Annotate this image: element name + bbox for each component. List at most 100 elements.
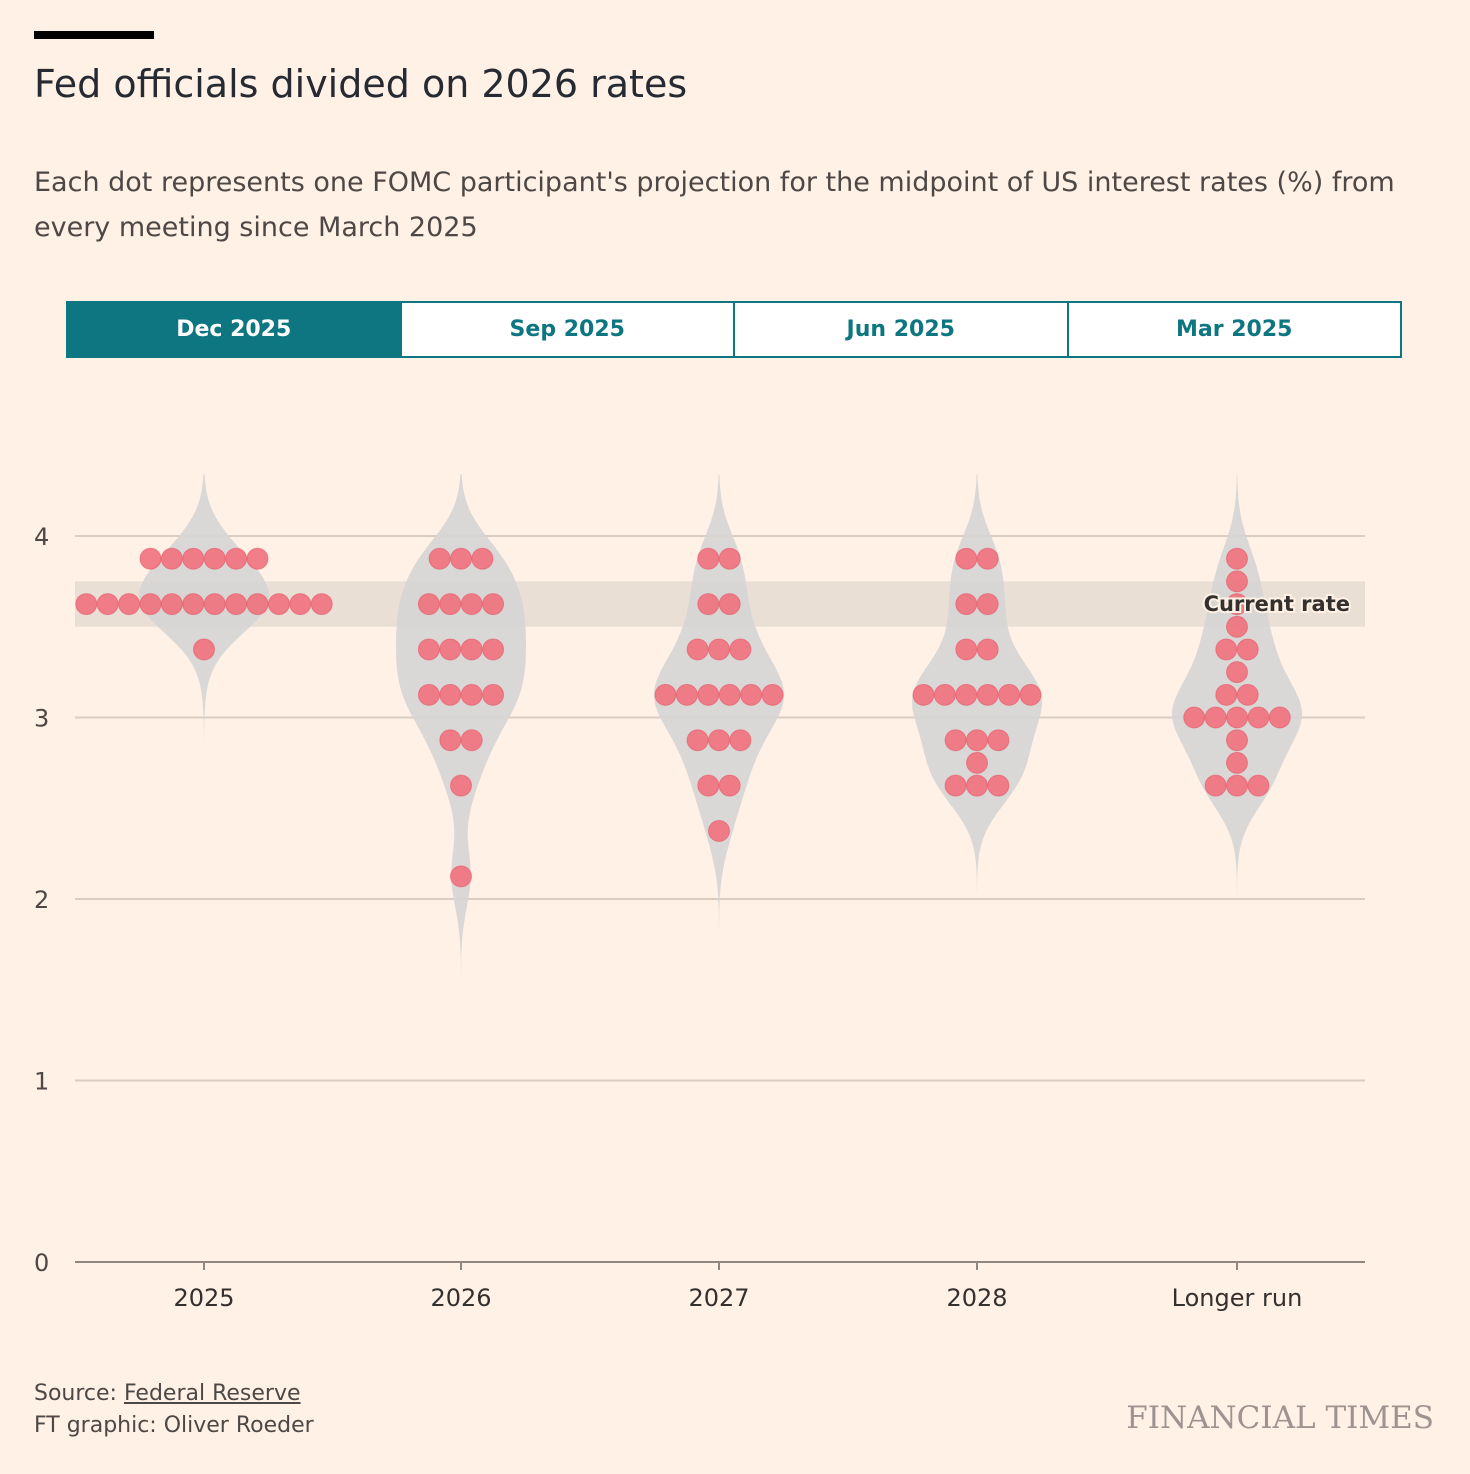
projection-dot [1226,547,1248,570]
projection-dot [160,593,183,616]
x-tick-label: 2028 [946,1284,1007,1312]
projection-dot [718,683,741,706]
projection-dot [460,593,483,616]
projection-dot [1183,706,1206,729]
projection-dot [460,729,483,752]
projection-dot [955,683,978,706]
projection-dot [955,593,978,616]
projection-dot [987,729,1010,752]
projection-dot [1204,706,1227,729]
tab-sep-2025[interactable]: Sep 2025 [399,303,733,356]
projection-dot [482,683,505,706]
projection-dot [439,683,462,706]
chart-title: Fed officials divided on 2026 rates [34,62,688,106]
projection-dot [1226,593,1248,616]
projection-dot [203,547,226,570]
projection-dot [139,547,162,570]
projection-dot [482,638,505,661]
projection-dot [697,683,720,706]
current-rate-label: Current rate [1204,592,1350,616]
projection-dot [450,547,472,570]
chart-subtitle: Each dot represents one FOMC participant… [34,167,1395,243]
projection-dot [998,683,1021,706]
projection-dot [471,547,494,570]
projection-dot [686,638,709,661]
projection-dot [225,547,248,570]
projection-dot [439,638,462,661]
projection-dot [654,683,677,706]
projection-dot [976,593,999,616]
projection-dot [1204,774,1227,797]
projection-dot [203,593,226,616]
projection-dot [675,683,698,706]
projection-dot [1226,706,1248,729]
projection-dot [1226,615,1248,638]
projection-dot [686,729,709,752]
projection-dot [944,774,967,797]
projection-dot [428,547,451,570]
tab-mar-2025[interactable]: Mar 2025 [1066,303,1400,356]
projection-dot [417,638,440,661]
projection-dot [460,683,483,706]
projection-dot [1247,774,1270,797]
tab-jun-2025[interactable]: Jun 2025 [733,303,1067,356]
projection-dot [1226,774,1248,797]
projection-dot [718,774,741,797]
projection-dot [1226,661,1248,684]
projection-dot [729,729,752,752]
projection-dot [1236,638,1259,661]
projection-dot [955,547,978,570]
title-accent-bar [34,31,154,39]
y-tick-label: 0 [34,1249,49,1277]
projection-dot [761,683,784,706]
projection-dot [246,547,269,570]
projection-dot [1215,638,1238,661]
footer: Source: Federal Reserve FT graphic: Oliv… [34,1378,314,1442]
projection-dot [697,593,720,616]
projection-dot [708,729,730,752]
projection-dot [976,683,999,706]
projection-dot [718,547,741,570]
x-tick-label: 2025 [173,1284,234,1312]
y-tick-label: 2 [34,886,49,914]
meeting-tabs: Dec 2025 Sep 2025 Jun 2025 Mar 2025 [66,301,1402,358]
projection-dot [976,547,999,570]
projection-dot [1226,751,1248,774]
projection-dot [1215,683,1238,706]
source-prefix: Source: [34,1381,124,1406]
projection-dot [966,729,988,752]
tab-dec-2025[interactable]: Dec 2025 [68,303,400,356]
credit: FT graphic: Oliver Roeder [34,1413,314,1438]
projection-dot [460,638,483,661]
x-tick-label: 2027 [688,1284,749,1312]
projection-dot [417,683,440,706]
projection-dot [1268,706,1291,729]
projection-dot [1226,570,1248,593]
projection-dot [310,593,333,616]
projection-dot [987,774,1010,797]
projection-dot [96,593,119,616]
projection-dot [482,593,505,616]
y-tick-label: 3 [34,705,49,733]
projection-dot [182,547,205,570]
projection-dot [955,638,978,661]
projection-dot [966,774,988,797]
projection-dot [139,593,162,616]
projection-dot [267,593,290,616]
projection-dot [944,729,967,752]
projection-dot [193,638,215,661]
y-tick-label: 1 [34,1068,49,1096]
projection-dot [75,593,98,616]
projection-dot [976,638,999,661]
projection-dot [740,683,763,706]
projection-dot [966,751,988,774]
projection-dot [933,683,956,706]
source-link[interactable]: Federal Reserve [123,1381,301,1406]
projection-dot [1226,729,1248,752]
x-tick-label: 2026 [430,1284,491,1312]
projection-dot [160,547,183,570]
projection-dot [718,593,741,616]
x-tick-label: Longer run [1172,1284,1303,1312]
projection-dot [417,593,440,616]
